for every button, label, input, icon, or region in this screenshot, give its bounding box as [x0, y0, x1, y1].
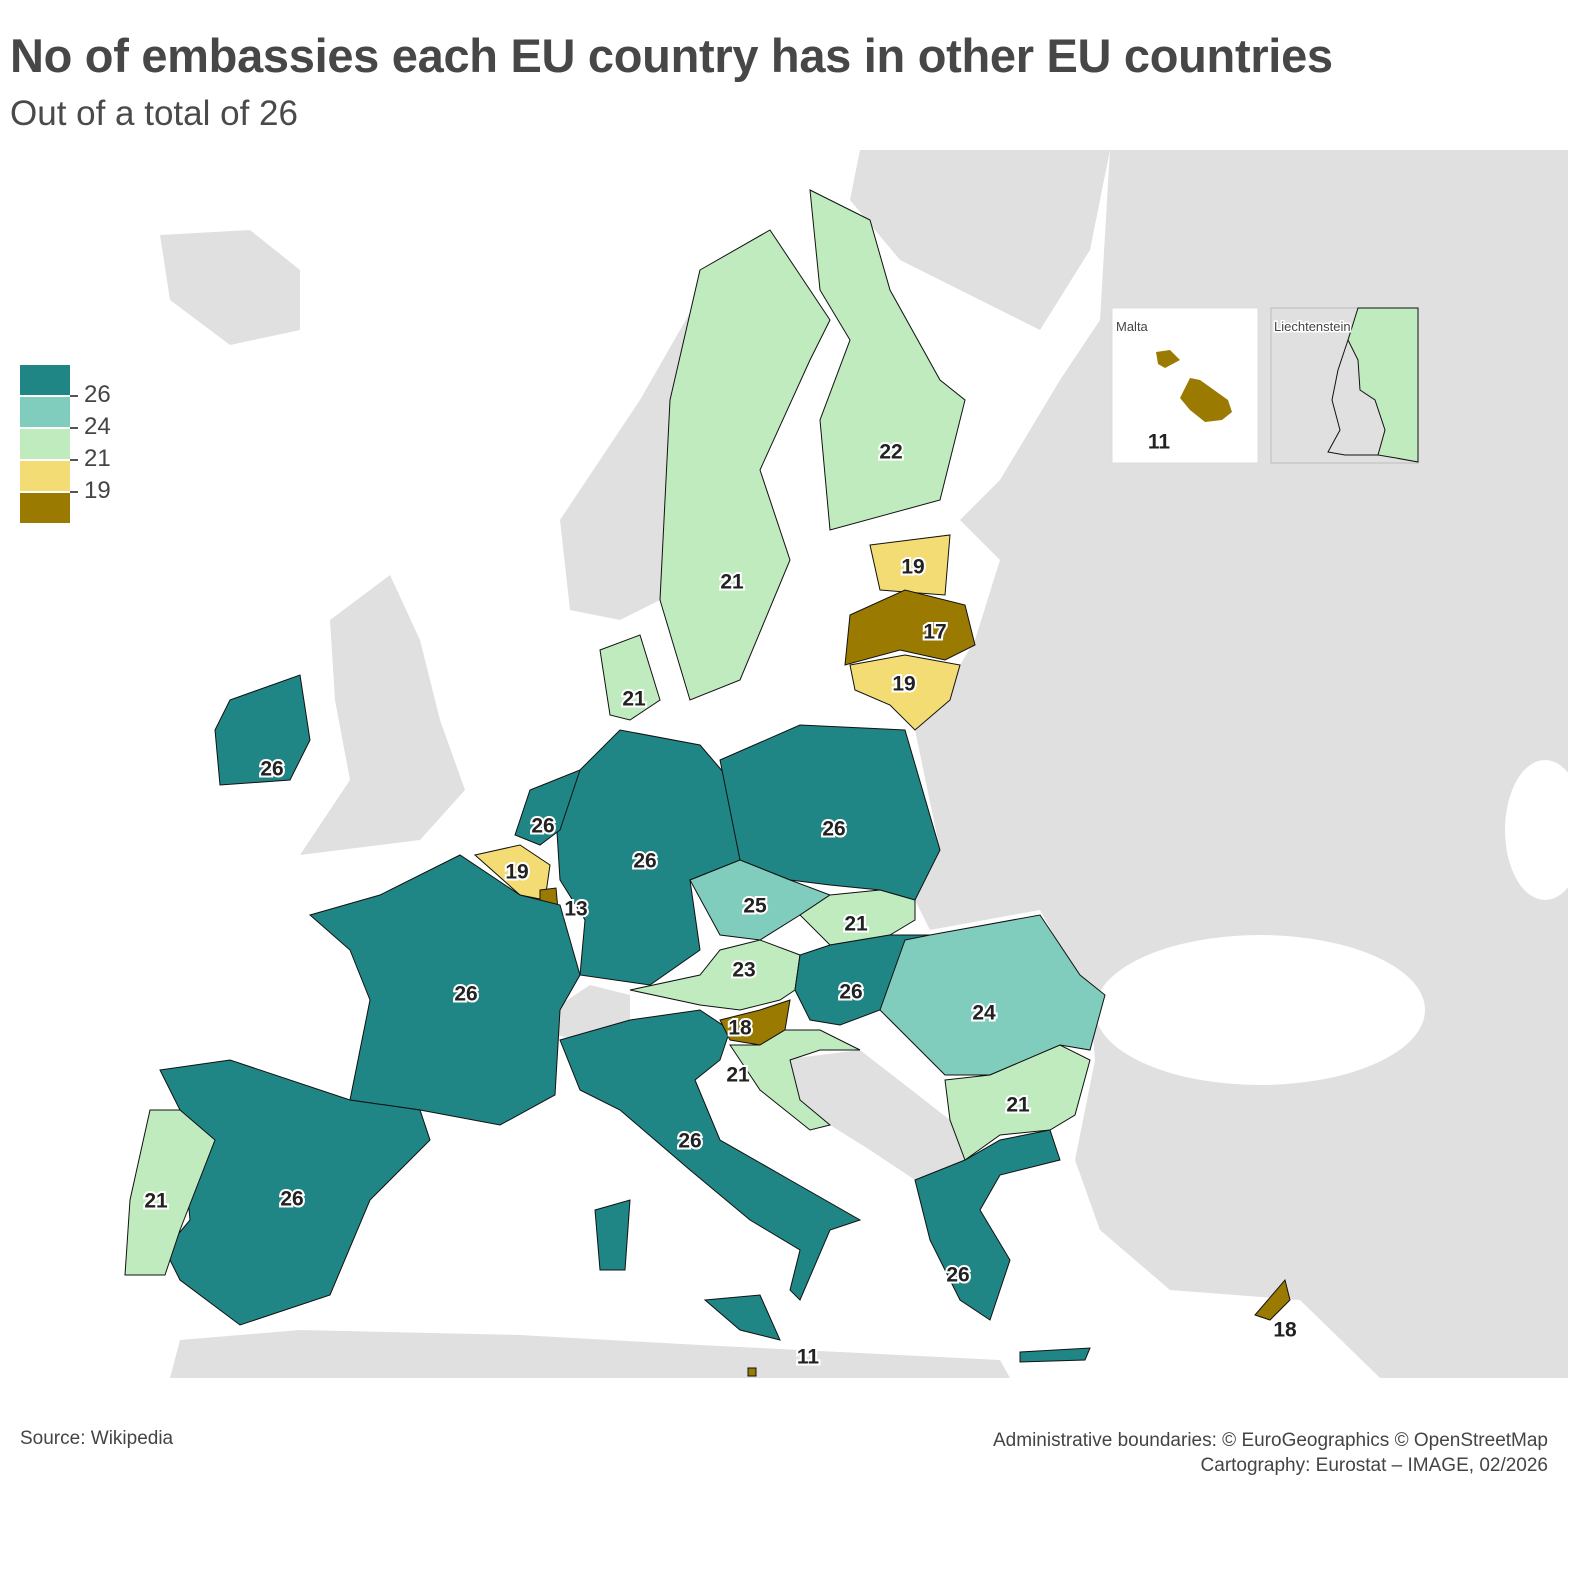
label-bulgaria: 21 — [1006, 1094, 1030, 1117]
country-croatia — [729, 1029, 861, 1131]
malta-shape — [1156, 350, 1232, 422]
value-labels: 26 21 22 19 17 19 21 26 26 26 19 13 26 2… — [142, 439, 1299, 1371]
label-sweden: 21 — [720, 571, 744, 594]
label-croatia: 21 — [726, 1064, 750, 1087]
black-sea — [1095, 935, 1425, 1085]
page-title: No of embassies each EU country has in o… — [10, 29, 1333, 82]
country-romania — [879, 914, 1106, 1076]
label-slovenia: 18 — [728, 1017, 752, 1040]
country-latvia — [844, 589, 976, 666]
inset-malta-value: 11 — [1148, 431, 1171, 454]
legend-swatch-24 — [20, 397, 70, 427]
country-finland — [809, 189, 966, 531]
country-bulgaria — [944, 1044, 1091, 1161]
country-denmark — [599, 634, 661, 721]
legend-swatch-26 — [20, 365, 70, 395]
inset-liechtenstein-title: Liechtenstein — [1274, 319, 1351, 334]
label-portugal: 21 — [144, 1190, 168, 1213]
country-sweden — [659, 229, 831, 701]
label-estonia: 19 — [901, 556, 924, 579]
island-sardinia — [594, 1199, 631, 1271]
label-cyprus: 18 — [1273, 1319, 1297, 1342]
country-france — [308, 854, 581, 1126]
legend-label: 19 — [84, 477, 111, 504]
legend-label: 26 — [84, 381, 111, 408]
country-lithuania — [849, 654, 961, 731]
label-germany: 26 — [633, 850, 656, 873]
eu-countries — [124, 189, 1291, 1377]
credits: Administrative boundaries: © EuroGeograp… — [993, 1428, 1548, 1478]
label-malta: 11 — [797, 1346, 820, 1369]
country-netherlands — [514, 769, 581, 846]
legend: 26 24 21 19 — [20, 365, 111, 525]
country-spain — [159, 1059, 431, 1326]
label-denmark: 21 — [622, 688, 646, 711]
label-belgium: 19 — [505, 861, 528, 884]
country-portugal — [124, 1109, 216, 1276]
page-subtitle: Out of a total of 26 — [10, 94, 298, 133]
cartography-credit: Cartography: Eurostat – IMAGE, 02/2026 — [1200, 1455, 1548, 1476]
label-slovakia: 21 — [844, 913, 868, 936]
country-belgium — [473, 844, 551, 901]
label-romania: 24 — [972, 1002, 996, 1025]
label-finland: 22 — [879, 441, 902, 464]
legend-swatch-19 — [20, 461, 70, 491]
label-austria: 23 — [732, 959, 755, 982]
caspian-edge — [1505, 760, 1585, 900]
country-malta — [747, 1367, 757, 1377]
island-crete — [1019, 1347, 1091, 1363]
inset-malta: Malta 11 — [1111, 307, 1259, 464]
label-latvia: 17 — [923, 621, 946, 644]
country-greece — [914, 1129, 1061, 1321]
label-spain: 26 — [280, 1188, 303, 1211]
label-ireland: 26 — [260, 758, 283, 781]
inset-malta-title: Malta — [1116, 319, 1149, 334]
country-estonia — [869, 534, 951, 596]
label-hungary: 26 — [839, 981, 862, 1004]
label-italy: 26 — [678, 1130, 701, 1153]
boundaries-credit: Administrative boundaries: © EuroGeograp… — [993, 1430, 1548, 1451]
inset-liechtenstein: Liechtenstein — [1270, 307, 1419, 464]
legend-label: 21 — [84, 445, 111, 472]
label-luxembourg: 13 — [564, 898, 587, 921]
label-lithuania: 19 — [892, 673, 915, 696]
label-czechia: 25 — [743, 895, 767, 918]
legend-label: 24 — [84, 413, 111, 440]
label-greece: 26 — [946, 1264, 969, 1287]
country-ireland — [214, 674, 311, 786]
label-france: 26 — [454, 983, 477, 1006]
label-netherlands: 26 — [531, 815, 554, 838]
legend-swatch-21 — [20, 429, 70, 459]
country-cyprus — [1254, 1278, 1291, 1321]
label-poland: 26 — [822, 818, 845, 841]
legend-swatch-low — [20, 493, 70, 523]
island-sicily — [703, 1294, 781, 1341]
country-germany — [554, 729, 741, 986]
source-note: Source: Wikipedia — [20, 1428, 174, 1449]
